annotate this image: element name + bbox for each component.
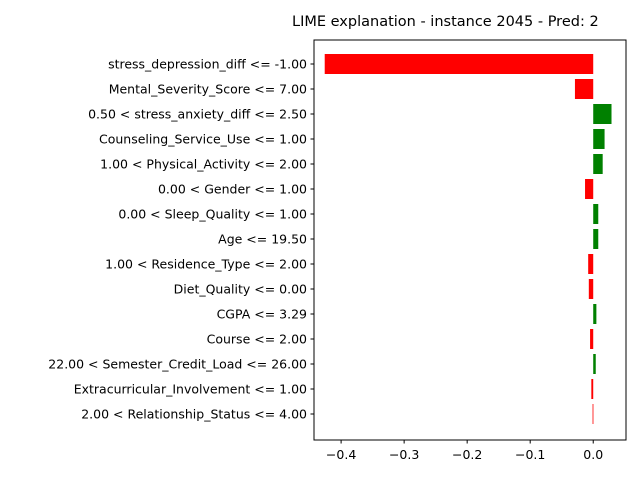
y-tick-label: 2.00 < Relationship_Status <= 4.00 (81, 407, 307, 422)
x-tick-label: 0.0 (583, 447, 603, 462)
bar-14 (592, 404, 594, 424)
x-tick-label: −0.2 (452, 447, 482, 462)
y-tick-label: 0.00 < Gender <= 1.00 (158, 182, 307, 197)
y-tick-label: Counseling_Service_Use <= 1.00 (99, 132, 307, 147)
bar-2 (593, 104, 612, 124)
bar-11 (590, 329, 594, 349)
y-tick-label: 0.50 < stress_anxiety_diff <= 2.50 (88, 107, 307, 122)
bars-layer (324, 54, 612, 424)
y-tick-label: Course <= 2.00 (207, 332, 307, 347)
bar-6 (593, 204, 599, 224)
bar-7 (593, 229, 599, 249)
axes-frame (313, 39, 627, 441)
y-tick-label: 1.00 < Physical_Activity <= 2.00 (100, 157, 307, 172)
bar-5 (585, 179, 594, 199)
x-ticks: −0.4 −0.3 −0.2 −0.1 0.0 (326, 440, 603, 462)
bar-3 (593, 129, 605, 149)
x-tick-label: −0.3 (389, 447, 419, 462)
chart-title: LIME explanation - instance 2045 - Pred:… (292, 14, 599, 30)
y-tick-label: Extracurricular_Involvement <= 1.00 (74, 382, 307, 397)
y-tick-label: stress_depression_diff <= -1.00 (108, 57, 307, 72)
bar-4 (593, 154, 603, 174)
bar-13 (591, 379, 594, 399)
y-tick-label: Diet_Quality <= 0.00 (174, 282, 307, 297)
y-tick-label: 0.00 < Sleep_Quality <= 1.00 (118, 207, 307, 222)
bar-12 (593, 354, 596, 374)
y-tick-label: Age <= 19.50 (218, 232, 307, 247)
bar-8 (588, 254, 594, 274)
y-tick-label: CGPA <= 3.29 (217, 307, 307, 322)
bar-9 (588, 279, 594, 299)
y-tick-label: 22.00 < Semester_Credit_Load <= 26.00 (48, 357, 307, 372)
y-tick-labels: stress_depression_diff <= -1.00 Mental_Se… (48, 57, 314, 422)
y-tick-label: Mental_Severity_Score <= 7.00 (109, 82, 307, 97)
x-tick-label: −0.4 (326, 447, 356, 462)
y-tick-label: 1.00 < Residence_Type <= 2.00 (105, 257, 307, 272)
bar-10 (593, 304, 597, 324)
bar-1 (574, 79, 594, 99)
x-tick-label: −0.1 (515, 447, 545, 462)
bar-0 (324, 54, 594, 74)
